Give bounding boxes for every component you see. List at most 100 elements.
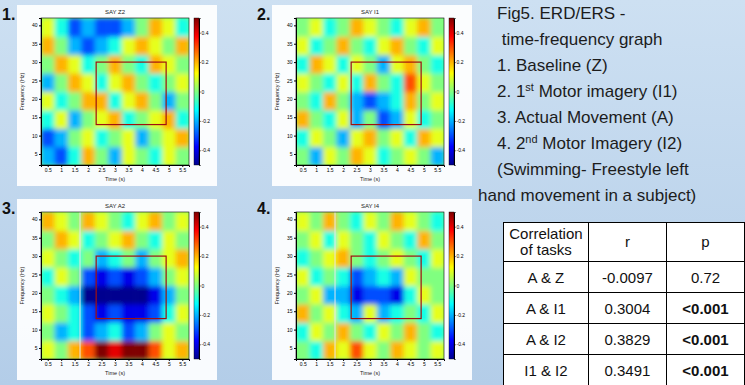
tick-mark bbox=[454, 33, 456, 34]
tick-label: 25 bbox=[32, 78, 38, 84]
cell bbox=[323, 110, 337, 129]
colorbar-axis: -0.4-0.200.20.4 bbox=[199, 19, 210, 166]
cell bbox=[135, 286, 149, 305]
cell bbox=[122, 230, 136, 249]
cell bbox=[309, 286, 323, 305]
cell bbox=[149, 128, 163, 147]
tick: 0.4 bbox=[199, 30, 209, 36]
plot-frame bbox=[296, 212, 444, 359]
tick: 3.5 bbox=[125, 359, 132, 367]
tick: 1.5 bbox=[72, 165, 79, 173]
tick-label: -0.2 bbox=[202, 312, 211, 318]
cell bbox=[377, 110, 391, 129]
tick-label: 20 bbox=[32, 290, 38, 296]
tick: 0 bbox=[199, 89, 205, 95]
tick: 0.2 bbox=[199, 253, 209, 259]
tick-label: -0.2 bbox=[457, 312, 466, 318]
cell bbox=[95, 322, 109, 341]
cell bbox=[81, 128, 95, 147]
tick-mark bbox=[294, 154, 296, 155]
tick-mark bbox=[39, 311, 41, 312]
cell bbox=[350, 18, 364, 37]
cell bbox=[54, 230, 68, 249]
tick-label: 1 bbox=[60, 167, 63, 173]
tick-label: 5 bbox=[35, 151, 38, 157]
cell bbox=[431, 36, 444, 55]
cell bbox=[149, 304, 163, 323]
tick-mark bbox=[294, 219, 296, 220]
cell bbox=[41, 73, 55, 92]
tick: 4.5 bbox=[152, 359, 159, 367]
tick-label: 2.5 bbox=[354, 167, 361, 173]
tick: 4 bbox=[141, 165, 144, 173]
cell bbox=[431, 212, 444, 231]
tick: 20 bbox=[32, 96, 41, 102]
cell bbox=[135, 212, 149, 231]
cell bbox=[41, 212, 55, 231]
tick: 4.5 bbox=[152, 165, 159, 173]
tick-mark bbox=[294, 99, 296, 100]
tick: 4 bbox=[396, 359, 399, 367]
tick-label: 1.5 bbox=[72, 167, 79, 173]
cell bbox=[162, 286, 176, 305]
cell bbox=[108, 147, 122, 165]
cell bbox=[135, 18, 149, 37]
cell bbox=[135, 267, 149, 286]
cell bbox=[95, 286, 109, 305]
cell bbox=[108, 249, 122, 268]
cell bbox=[176, 267, 189, 286]
tick-mark bbox=[294, 256, 296, 257]
cell bbox=[122, 128, 136, 147]
plot-frame bbox=[41, 18, 189, 165]
cell bbox=[363, 322, 377, 341]
table-cell: A & I1 bbox=[504, 293, 589, 324]
cell bbox=[404, 73, 418, 92]
tick-mark bbox=[39, 25, 41, 26]
tick-label: 2 bbox=[342, 167, 345, 173]
panel-label: 4. bbox=[257, 200, 270, 217]
tick-label: 5 bbox=[290, 151, 293, 157]
cell bbox=[68, 55, 82, 74]
cell bbox=[81, 92, 95, 111]
tick: 3.5 bbox=[380, 359, 387, 367]
cell bbox=[363, 55, 377, 74]
tick-label: 5.5 bbox=[179, 361, 186, 367]
tick: 0.2 bbox=[454, 59, 464, 65]
cell bbox=[336, 110, 350, 129]
cell bbox=[336, 212, 350, 231]
table-cell: 0.3491 bbox=[588, 355, 666, 385]
cell bbox=[54, 322, 68, 341]
cell bbox=[176, 110, 189, 129]
cell bbox=[390, 128, 404, 147]
cell bbox=[149, 55, 163, 74]
y-axis-title: Frequency (Hz) bbox=[19, 72, 25, 110]
cell bbox=[54, 73, 68, 92]
tick-label: 5 bbox=[168, 361, 171, 367]
tick-mark bbox=[294, 274, 296, 275]
plot-underlay bbox=[41, 18, 189, 165]
tick: 3.5 bbox=[125, 165, 132, 173]
cell bbox=[417, 18, 431, 37]
tick-label: 30 bbox=[287, 59, 293, 65]
cell bbox=[431, 92, 444, 111]
cell bbox=[149, 230, 163, 249]
axis: 510152025303540 bbox=[287, 213, 297, 360]
cell bbox=[431, 55, 444, 74]
tick-label: -0.4 bbox=[202, 147, 211, 153]
tick-label: 5.5 bbox=[434, 167, 441, 173]
tick: 1.5 bbox=[327, 165, 334, 173]
cell bbox=[417, 128, 431, 147]
tick-label: 2 bbox=[342, 361, 345, 367]
cell bbox=[404, 304, 418, 323]
tick-label: 20 bbox=[287, 96, 293, 102]
tick-mark bbox=[199, 121, 201, 122]
tick: 5.5 bbox=[179, 359, 186, 367]
tick-label: 0.2 bbox=[457, 59, 464, 65]
correlation-table: Correlation of tasksrpA & Z-0.00970.72A … bbox=[503, 222, 745, 385]
cell bbox=[363, 230, 377, 249]
cell bbox=[149, 212, 163, 231]
tick-mark bbox=[39, 99, 41, 100]
cell bbox=[350, 267, 364, 286]
cell bbox=[135, 128, 149, 147]
cell bbox=[377, 322, 391, 341]
